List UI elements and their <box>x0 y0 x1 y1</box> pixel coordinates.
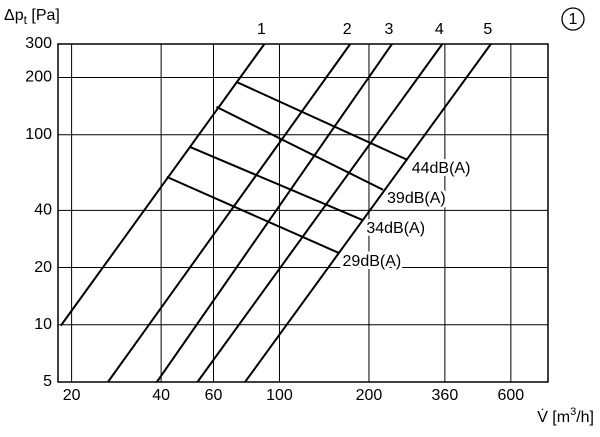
y-tick-label: 300 <box>25 35 52 52</box>
plot-frame <box>57 43 549 383</box>
x-label-unit: /h] <box>576 409 594 426</box>
y-label-main: Δp <box>4 7 24 24</box>
x-tick-label: 20 <box>63 387 81 404</box>
series-line <box>244 43 492 383</box>
y-tick-label: 40 <box>34 202 52 219</box>
x-label-sup: 3 <box>570 406 576 418</box>
series-line <box>107 43 352 383</box>
series-label: 3 <box>385 21 394 38</box>
badge: 1 <box>569 11 578 28</box>
x-tick-label: 600 <box>497 387 524 404</box>
x-tick-label: 100 <box>266 387 293 404</box>
series-label: 44dB(A) <box>412 160 471 177</box>
series-line <box>189 145 363 221</box>
series-line <box>235 80 409 161</box>
x-axis-label: V̇ [m3/h] <box>537 406 594 426</box>
series-line <box>196 43 444 383</box>
y-tick-label: 10 <box>34 316 52 333</box>
x-tick-label: 60 <box>205 387 223 404</box>
badge-circle <box>561 7 585 31</box>
y-label-unit: [Pa] <box>27 7 60 24</box>
x-label-main: V̇ [m <box>537 408 570 426</box>
y-tick-label: 5 <box>43 373 52 390</box>
x-tick-label: 40 <box>152 387 170 404</box>
series-label: 1 <box>257 21 266 38</box>
x-tick-label: 360 <box>432 387 459 404</box>
series-line <box>60 43 266 327</box>
y-label-sub: t <box>24 13 28 27</box>
y-tick-label: 100 <box>25 126 52 143</box>
x-tick-label: 200 <box>356 387 383 404</box>
y-axis-label: Δpt [Pa] <box>4 7 60 27</box>
series-line <box>156 43 393 383</box>
y-tick-label: 200 <box>25 69 52 86</box>
series-label: 5 <box>483 21 492 38</box>
y-tick-label: 20 <box>34 259 52 276</box>
series-label: 4 <box>435 21 444 38</box>
series-line <box>216 106 384 191</box>
series-label: 34dB(A) <box>366 220 425 237</box>
series-label: 29dB(A) <box>343 253 402 270</box>
series-label: 2 <box>343 21 352 38</box>
series-label: 39dB(A) <box>387 190 446 207</box>
series-line <box>166 175 339 254</box>
